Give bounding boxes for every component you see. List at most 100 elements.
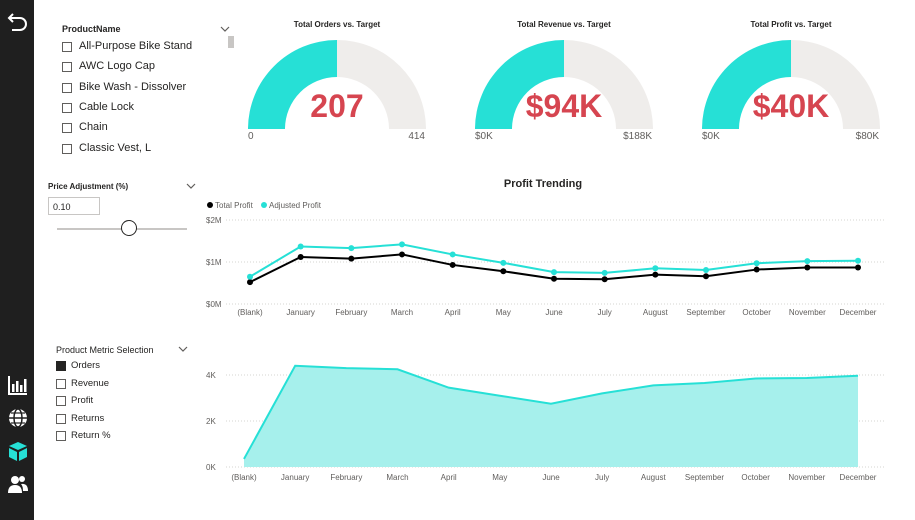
product-checkbox[interactable]	[62, 123, 72, 134]
data-point	[348, 255, 355, 262]
gauge-min: $0K	[475, 131, 493, 142]
x-tick-label: May	[496, 308, 511, 317]
metric-item-label[interactable]: Returns	[71, 412, 105, 424]
area-line	[243, 364, 859, 460]
x-tick-label: (Blank)	[231, 473, 257, 482]
y-tick-label: $2M	[206, 216, 222, 225]
product-checkbox[interactable]	[62, 102, 72, 113]
metric-checkbox[interactable]	[56, 378, 66, 389]
profit-chart-title: Profit Trending	[503, 178, 583, 190]
x-tick-label: July	[595, 473, 609, 482]
users-icon[interactable]	[7, 473, 29, 495]
metric-checkbox[interactable]	[56, 396, 66, 406]
x-tick-label: November	[789, 308, 826, 317]
metric-checkbox[interactable]	[56, 413, 66, 424]
data-point	[247, 279, 253, 286]
data-point	[297, 253, 304, 260]
bar-chart-icon[interactable]	[7, 374, 29, 396]
x-tick-label: March	[386, 473, 408, 482]
x-tick-label: November	[788, 473, 825, 482]
x-tick-label: August	[643, 308, 669, 317]
x-tick-label: June	[545, 308, 563, 317]
data-point	[247, 273, 253, 280]
x-tick-label: January	[281, 473, 309, 482]
data-point	[652, 265, 659, 272]
metric-item-label[interactable]: Revenue	[71, 377, 110, 389]
back-arrow-icon[interactable]	[7, 10, 29, 32]
x-tick-label: December	[840, 473, 877, 482]
gauge-arc	[475, 40, 653, 129]
chevron-down-icon[interactable]	[178, 346, 188, 352]
gauge-max: 414	[408, 131, 425, 142]
gauge-arc	[702, 40, 880, 129]
product-checkbox[interactable]	[62, 42, 72, 52]
profit-line-chart: $0M $1M $2M (Blank) January February March Apri…	[206, 216, 886, 317]
product-item-label[interactable]: AWC Logo Cap	[79, 60, 156, 73]
x-tick-label: January	[286, 308, 314, 317]
gauge-value: $40K	[752, 88, 830, 124]
product-item-label[interactable]: Chain	[79, 121, 108, 134]
chart-legend: Total Profit Adjusted Profit	[207, 201, 322, 210]
gauge-title: Total Revenue vs. Target	[517, 20, 611, 29]
gauge-value: $94K	[525, 88, 603, 124]
x-tick-label: March	[391, 308, 413, 317]
slicer-scrollbar[interactable]	[228, 36, 234, 48]
x-tick-label: December	[840, 308, 877, 317]
y-tick-label: $0M	[206, 300, 222, 309]
metric-item-label[interactable]: Profit	[71, 395, 94, 406]
x-tick-label: April	[441, 473, 457, 482]
price-adjustment-title: Price Adjustment (%)	[48, 182, 129, 191]
gauge-value: 207	[310, 88, 364, 124]
product-item-label[interactable]: Classic Vest, L	[79, 141, 152, 154]
data-point	[855, 257, 861, 264]
product-checkbox[interactable]	[62, 82, 72, 93]
legend-marker-total-profit	[207, 202, 213, 208]
nav-bar	[0, 0, 34, 520]
data-point	[449, 251, 456, 258]
data-point	[601, 276, 608, 283]
data-point	[601, 269, 608, 276]
data-point	[449, 261, 456, 268]
x-tick-label: May	[492, 473, 507, 482]
legend-marker-adjusted-profit	[261, 202, 267, 208]
metric-checkbox[interactable]	[56, 361, 66, 371]
metric-item-label[interactable]: Return %	[71, 430, 111, 441]
chevron-down-icon[interactable]	[220, 26, 230, 32]
x-tick-label: (Blank)	[237, 308, 263, 317]
product-checkbox[interactable]	[62, 62, 72, 73]
y-tick-label: 2K	[206, 417, 216, 426]
chevron-down-icon[interactable]	[186, 183, 196, 189]
metric-selection-title: Product Metric Selection	[56, 345, 154, 355]
metric-checkbox[interactable]	[56, 431, 66, 441]
x-tick-label: September	[686, 308, 725, 317]
gauge-title: Total Profit vs. Target	[750, 20, 832, 29]
legend-total-profit: Total Profit	[215, 201, 254, 210]
data-point	[551, 269, 557, 276]
x-tick-label: August	[641, 473, 667, 482]
data-point	[703, 273, 709, 280]
x-tick-label: October	[741, 473, 770, 482]
product-item-label[interactable]: Cable Lock	[79, 100, 135, 113]
x-tick-label: June	[542, 473, 560, 482]
globe-icon[interactable]	[7, 407, 29, 429]
product-item-label[interactable]: All-Purpose Bike Stand	[79, 40, 193, 52]
data-point	[855, 264, 861, 271]
product-checkbox[interactable]	[62, 143, 72, 154]
product-item-label[interactable]: Bike Wash - Dissolver	[79, 80, 187, 93]
data-point	[703, 266, 709, 273]
slider-handle[interactable]	[120, 220, 137, 236]
data-point	[753, 260, 760, 267]
y-tick-label: 4K	[206, 371, 216, 380]
gauge-min: 0	[248, 131, 254, 142]
price-adjustment-input[interactable]: 0.10	[48, 197, 100, 215]
data-point	[348, 245, 355, 252]
gauge-title: Total Orders vs. Target	[293, 20, 381, 29]
x-tick-label: September	[685, 473, 724, 482]
metric-item-label[interactable]: Orders	[71, 360, 101, 371]
data-point	[297, 243, 304, 250]
box-icon[interactable]	[7, 440, 29, 462]
data-point	[753, 266, 760, 273]
x-tick-label: April	[445, 308, 461, 317]
legend-adjusted-profit: Adjusted Profit	[269, 201, 322, 210]
x-tick-label: February	[330, 473, 362, 482]
